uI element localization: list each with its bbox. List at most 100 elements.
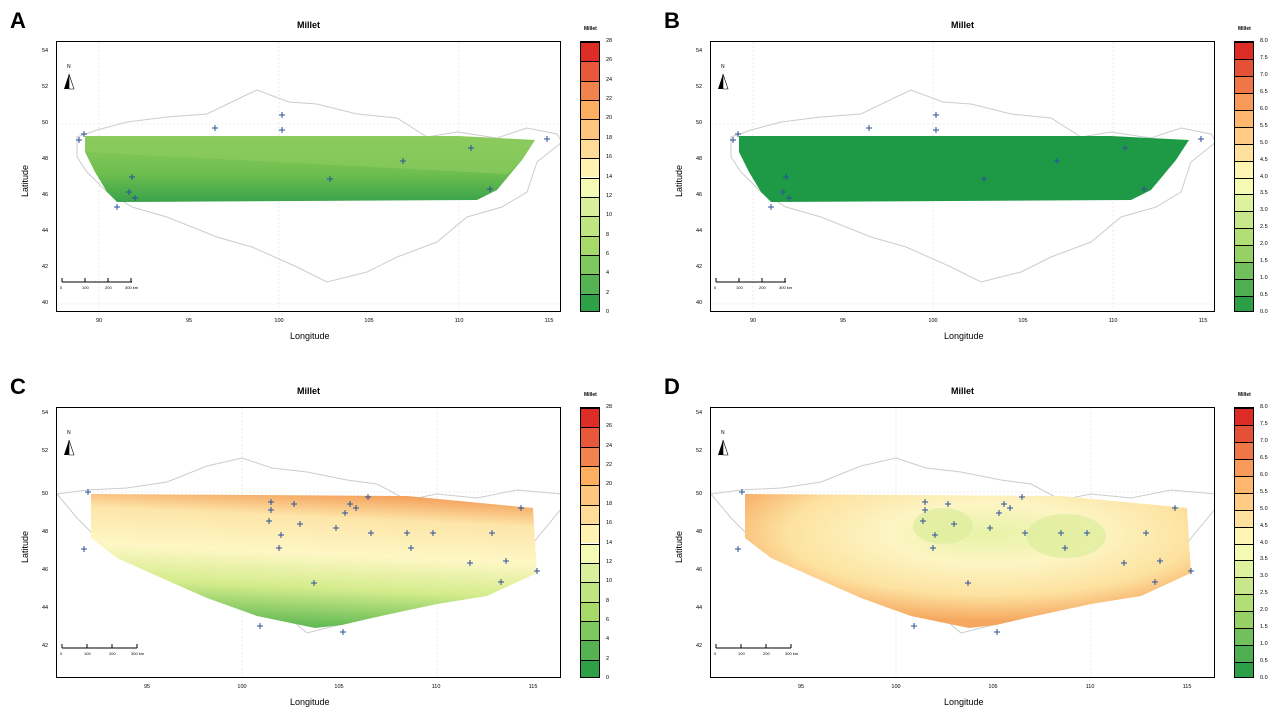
legend-tick-label: 5.0 xyxy=(1260,139,1268,146)
legend-swatch xyxy=(1235,75,1253,93)
legend-tick-label: 2.0 xyxy=(1260,607,1268,614)
x-tick: 110 xyxy=(431,684,441,690)
y-tick: 50 xyxy=(696,120,703,126)
scalebar-label: 300 km xyxy=(131,651,145,656)
station-markers xyxy=(81,489,540,635)
x-tick: 110 xyxy=(454,318,464,324)
map-plot-area: N 0 100 200 300 km xyxy=(56,41,561,312)
legend-swatch xyxy=(581,620,599,641)
y-axis-title: Latitude xyxy=(20,530,30,564)
legend-tick-label: 7.5 xyxy=(1260,54,1268,61)
x-tick: 115 xyxy=(1198,318,1208,324)
legend-tick-label: 16 xyxy=(606,154,613,161)
legend-tick-label: 6.0 xyxy=(1260,105,1268,112)
legend-swatch xyxy=(581,601,599,621)
legend-tick-label: 3.0 xyxy=(1260,207,1268,214)
legend-tick-label: 3.0 xyxy=(1260,573,1268,580)
panel-letter: C xyxy=(10,374,26,399)
scalebar-label: 200 xyxy=(105,285,112,290)
panel-a: A Millet xyxy=(0,0,640,354)
legend-title: Millet xyxy=(584,392,597,398)
scalebar-label: 100 xyxy=(84,651,91,656)
legend-swatch xyxy=(1235,560,1253,578)
x-tick: 95 xyxy=(185,318,193,324)
legend-swatch xyxy=(581,582,599,602)
legend-swatch xyxy=(581,640,599,660)
legend-swatch xyxy=(581,177,599,197)
legend-swatch xyxy=(1235,245,1253,263)
color-legend xyxy=(580,41,600,312)
legend-swatch xyxy=(581,100,599,120)
legend-tick-label: 24 xyxy=(606,442,613,449)
legend-tick-label: 26 xyxy=(606,423,613,430)
y-tick: 42 xyxy=(42,643,49,649)
legend-swatch xyxy=(581,216,599,236)
x-tick: 95 xyxy=(839,318,847,324)
legend-tick-label: 0.0 xyxy=(1260,309,1268,315)
legend-swatch xyxy=(1235,628,1253,646)
legend-swatch xyxy=(581,408,599,428)
x-tick: 100 xyxy=(928,318,938,324)
north-label: N xyxy=(67,64,71,70)
color-legend xyxy=(1234,41,1254,312)
legend-tick-label: 4 xyxy=(606,270,610,277)
legend-tick-label: 6.5 xyxy=(1260,454,1268,461)
map-title: Millet xyxy=(296,20,320,30)
legend-tick-label: 20 xyxy=(606,115,613,122)
legend-tick-label: 10 xyxy=(606,578,613,585)
y-tick: 52 xyxy=(42,84,49,90)
scalebar-label: 300 km xyxy=(785,651,799,656)
legend-tick-label: 8.0 xyxy=(1260,38,1268,44)
legend-swatch xyxy=(581,196,599,217)
legend-tick-label: 7.5 xyxy=(1260,420,1268,427)
legend-swatch xyxy=(1235,543,1253,561)
y-tick: 50 xyxy=(696,491,703,497)
map-canvas xyxy=(57,408,560,677)
legend-tick-label: 14 xyxy=(606,173,613,180)
legend-swatch xyxy=(1235,160,1253,178)
y-tick: 46 xyxy=(42,192,49,198)
panel-letter: D xyxy=(664,374,680,399)
legend-tick-label: 8.0 xyxy=(1260,404,1268,410)
legend-tick-label: 1.0 xyxy=(1260,641,1268,648)
y-tick: 52 xyxy=(696,84,703,90)
legend-swatch xyxy=(581,659,599,677)
legend-swatch xyxy=(1235,58,1253,76)
station-markers xyxy=(730,112,1204,210)
x-tick: 105 xyxy=(334,684,344,690)
y-tick: 54 xyxy=(42,48,49,54)
x-tick: 105 xyxy=(364,318,374,324)
color-legend xyxy=(1234,407,1254,678)
legend-swatch xyxy=(581,543,599,563)
north-label: N xyxy=(721,64,725,70)
map-title: Millet xyxy=(950,386,974,396)
legend-swatch xyxy=(581,562,599,583)
map-plot-area: N 0 100 200 300 km xyxy=(710,41,1215,312)
legend-tick-label: 2 xyxy=(606,289,610,296)
legend-tick-label: 6.0 xyxy=(1260,471,1268,478)
legend-swatch xyxy=(581,427,599,447)
legend-swatch xyxy=(1235,662,1253,677)
legend-tick-label: 26 xyxy=(606,57,613,64)
panel-b: B Millet N 0 100 200 300 km 40 42 44 xyxy=(654,0,1280,354)
legend-tick-label: 18 xyxy=(606,500,613,507)
legend-tick-label: 8 xyxy=(606,231,610,238)
scalebar-label: 0 xyxy=(60,651,63,656)
legend-tick-label: 24 xyxy=(606,76,613,83)
scalebar-label: 200 xyxy=(109,651,116,656)
y-tick: 46 xyxy=(696,192,703,198)
y-tick: 44 xyxy=(696,228,703,234)
legend-tick-label: 28 xyxy=(606,38,613,44)
y-tick: 44 xyxy=(42,228,49,234)
legend-tick-label: 4.5 xyxy=(1260,156,1268,163)
legend-swatch xyxy=(581,446,599,467)
north-label: N xyxy=(721,430,725,436)
legend-tick-label: 10 xyxy=(606,212,613,219)
legend-swatch xyxy=(1235,645,1253,663)
legend-swatch xyxy=(1235,408,1253,425)
legend-swatch xyxy=(1235,194,1253,212)
x-tick: 100 xyxy=(274,318,284,324)
map-title: Millet xyxy=(296,386,320,396)
legend-swatch xyxy=(1235,143,1253,161)
color-legend xyxy=(580,407,600,678)
